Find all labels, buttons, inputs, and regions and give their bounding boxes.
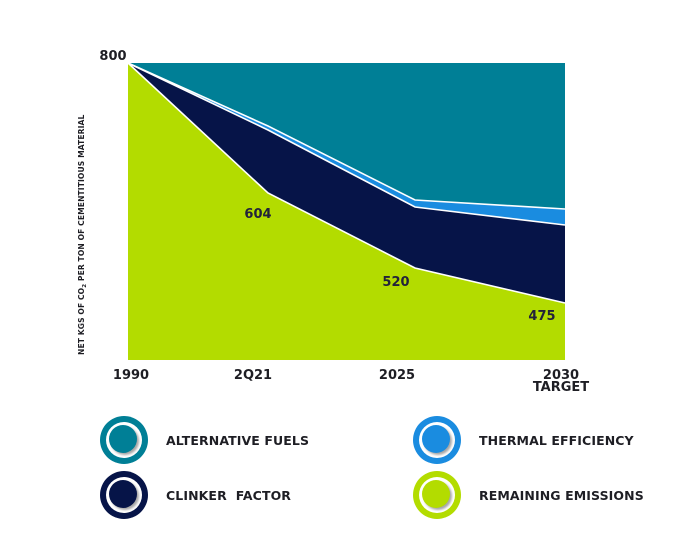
legend-item-clinker-factor: CLINKER FACTOR — [100, 469, 291, 521]
area-remaining-emissions — [128, 63, 565, 360]
clinker-factor-swatch-icon — [100, 471, 148, 519]
y-axis-title-part1: NET KGS OF CO — [77, 287, 86, 355]
legend-item-alternative-fuels: ALTERNATIVE FUELS — [100, 414, 309, 466]
x-tick-label: 1990 — [113, 368, 149, 383]
boundary-clinker — [127, 62, 566, 226]
data-labels: 604 520 475 — [244, 207, 555, 324]
y-axis-title-part2: PER TON OF CEMENTITIOUS MATERIAL — [77, 114, 86, 283]
x-tick-label: TARGET — [533, 380, 589, 395]
boundary-thermal — [127, 62, 566, 210]
legend: ALTERNATIVE FUELS THERMAL EFFICIENCY CLI… — [0, 410, 689, 540]
legend-item-remaining-emissions: REMAINING EMISSIONS — [413, 469, 644, 521]
swatch-dot — [109, 425, 137, 453]
remaining-emissions-swatch-icon — [413, 471, 461, 519]
area-thermal-efficiency — [128, 63, 565, 225]
thermal-efficiency-swatch-icon — [413, 416, 461, 464]
alternative-fuels-swatch-icon — [100, 416, 148, 464]
data-label: 475 — [528, 309, 555, 324]
data-label: 520 — [382, 275, 409, 290]
stacked-area-chart: 800 NET KGS OF CO2 PER TON OF CEMENTITIO… — [77, 49, 589, 395]
y-axis-title: NET KGS OF CO2 PER TON OF CEMENTITIOUS M… — [77, 114, 88, 355]
chart-areas — [128, 63, 565, 360]
legend-label: ALTERNATIVE FUELS — [166, 432, 310, 448]
legend-label: THERMAL EFFICIENCY — [479, 432, 634, 448]
swatch-dot — [422, 480, 450, 508]
y-axis-title-subscript: 2 — [82, 284, 88, 288]
x-tick-label: 2030 — [543, 368, 579, 383]
boundary-emissions — [127, 62, 566, 304]
area-clinker-factor — [128, 63, 565, 303]
legend-label: REMAINING EMISSIONS — [479, 487, 644, 503]
legend-label: CLINKER FACTOR — [166, 487, 292, 503]
legend-item-thermal-efficiency: THERMAL EFFICIENCY — [413, 414, 634, 466]
x-tick-label: 2Q21 — [234, 368, 272, 383]
area-alternative-fuels — [128, 63, 565, 209]
swatch-dot — [422, 425, 450, 453]
x-tick-label: 2025 — [379, 368, 415, 383]
boundary-lines — [127, 62, 566, 304]
y-axis-top-label: 800 — [99, 49, 126, 64]
swatch-dot — [109, 480, 137, 508]
data-label: 604 — [244, 207, 271, 222]
